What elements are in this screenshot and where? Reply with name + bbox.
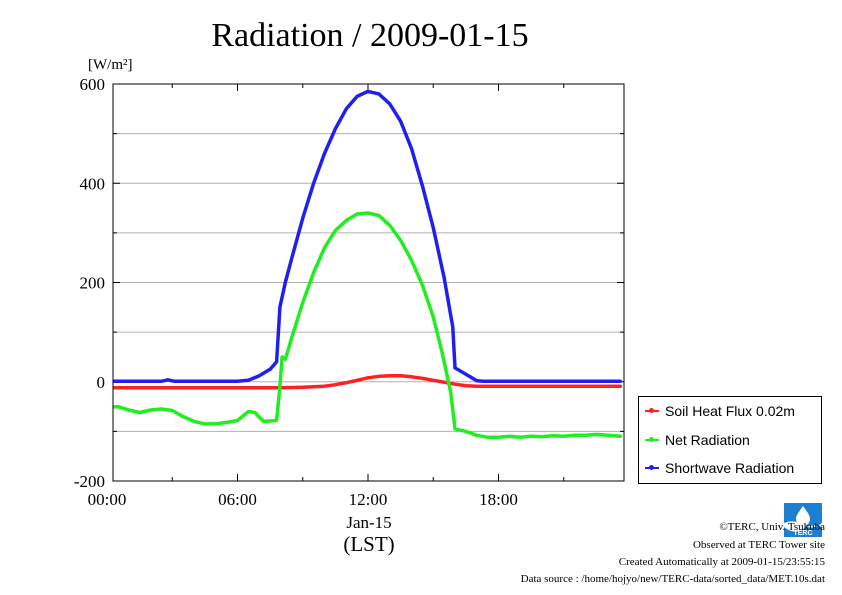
y-tick-label: 200 <box>80 274 106 293</box>
series-line-shortwave-radiation <box>113 89 623 384</box>
legend-label-net-radiation: Net Radiation <box>665 432 750 448</box>
terc-logo-icon: TERC <box>784 503 822 537</box>
chart-title: Radiation / 2009-01-15 <box>211 17 528 54</box>
x-tick-label: 06:00 <box>218 490 257 509</box>
x-axis-label-lst: (LST) <box>343 532 394 556</box>
x-tick-label: 12:00 <box>349 490 388 509</box>
footer-source: Data source : /home/hojyo/new/TERC-data/… <box>520 573 825 585</box>
y-tick-label: 400 <box>80 174 106 193</box>
x-tick-label: 18:00 <box>479 490 518 509</box>
series-line-net-radiation <box>113 211 623 440</box>
legend-item-shortwave-radiation: Shortwave Radiation <box>639 458 794 478</box>
y-axis-label: [W/m²] <box>88 57 132 73</box>
axis-ticks: -200 0 200 400 600 00:00 06:00 12:00 18:00 <box>74 75 624 509</box>
logo-text: TERC <box>793 530 812 537</box>
legend-label-shortwave-radiation: Shortwave Radiation <box>665 460 795 476</box>
plot-frame <box>112 83 625 482</box>
series-line-soil-heat-flux-0-02m <box>113 374 623 390</box>
footer-observed: Observed at TERC Tower site <box>692 539 825 551</box>
legend-swatch-net-radiation <box>645 437 659 442</box>
legend-item-soil-heat-flux: Soil Heat Flux 0.02m <box>639 401 795 421</box>
x-axis-label: Jan-15 <box>346 513 391 532</box>
series-lines <box>113 89 623 440</box>
y-tick-label: -200 <box>74 472 105 491</box>
footer-copyright: ©TERC, Univ. Tsukuba <box>719 521 825 533</box>
legend-swatch-soil-heat-flux <box>645 408 659 413</box>
legend: Soil Heat Flux 0.02m Net Radiation Short… <box>638 396 822 484</box>
x-tick-label: 00:00 <box>88 490 127 509</box>
footer-created: Created Automatically at 2009-01-15/23:5… <box>618 556 825 568</box>
legend-item-net-radiation: Net Radiation <box>639 430 750 450</box>
y-tick-label: 600 <box>80 75 106 94</box>
legend-label-soil-heat-flux: Soil Heat Flux 0.02m <box>665 403 795 419</box>
legend-swatch-shortwave-radiation <box>645 465 659 470</box>
y-tick-label: 0 <box>97 373 106 392</box>
